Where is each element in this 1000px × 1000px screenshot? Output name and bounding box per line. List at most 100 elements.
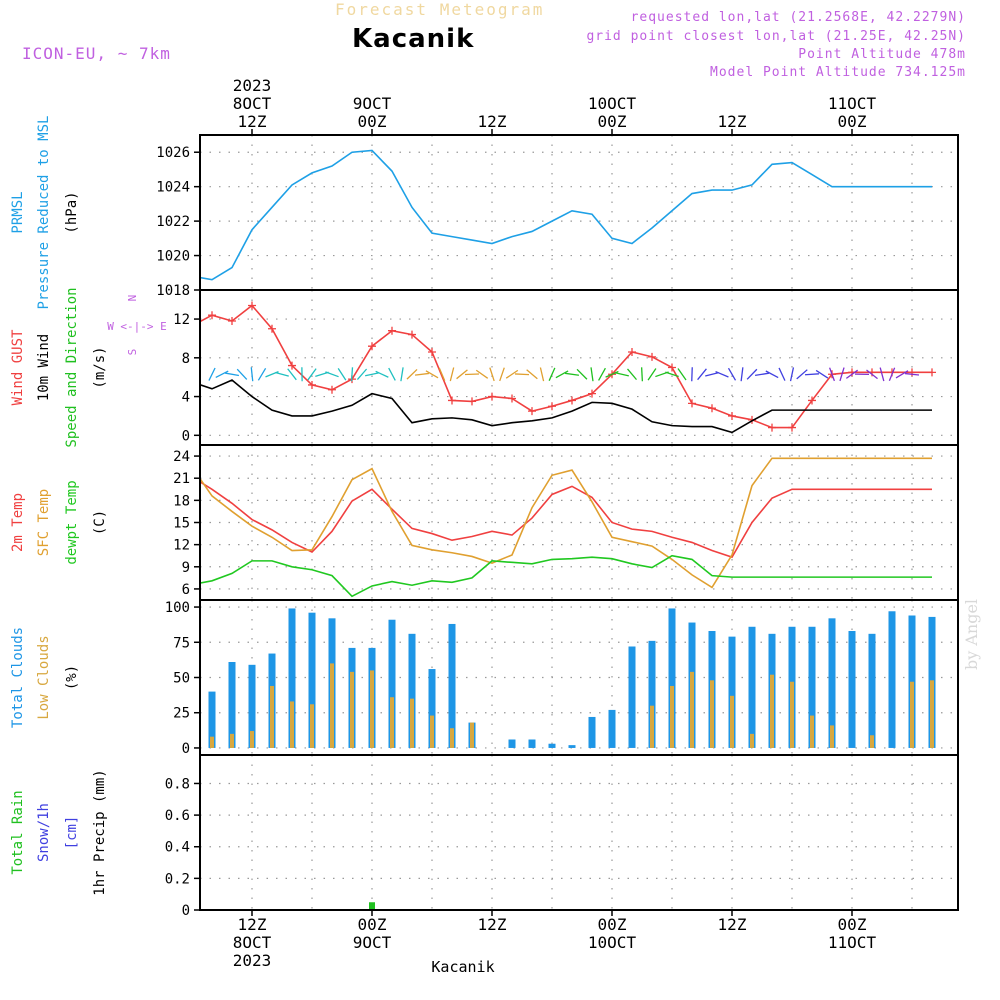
wind-arrow	[727, 367, 737, 381]
wind-direction-arrows	[208, 367, 920, 382]
wind-arrow	[839, 367, 845, 382]
wind-arrow	[365, 372, 379, 377]
wind-arrow	[866, 369, 878, 380]
gust-marker	[408, 330, 416, 339]
bottom-label: 12Z	[718, 915, 747, 934]
wind-arrow	[548, 367, 556, 381]
y-tick-label: 12	[173, 538, 190, 554]
y-tick-label: 4	[182, 390, 190, 406]
wind-arrow	[789, 367, 795, 382]
wind-arrow	[257, 367, 267, 381]
y-tick-label: 12	[173, 312, 190, 328]
total-cloud-bar	[208, 691, 216, 748]
low-cloud-bar	[390, 697, 394, 748]
wind-arrow	[224, 372, 240, 377]
gust-marker	[688, 399, 696, 408]
low-cloud-bar	[690, 671, 694, 748]
top-label: 12Z	[718, 112, 747, 131]
gust-marker	[928, 368, 936, 377]
wind-arrow	[250, 367, 254, 382]
wind-arrow	[715, 370, 729, 378]
panel-pressure: 1018 1020 1022 1024 1026 PRMSL Pressure Reduce…	[10, 116, 959, 310]
gust-marker	[768, 423, 776, 432]
chart-top-title: Forecast Meteogram	[335, 0, 545, 19]
low-cloud-bar	[450, 728, 454, 748]
wind-arrow	[539, 367, 545, 382]
wind-arrow	[677, 368, 687, 381]
y-tick-label: 1020	[156, 249, 190, 265]
wind-arrow	[598, 367, 606, 381]
gust-marker	[628, 348, 636, 356]
gust-marker	[368, 342, 376, 351]
low-cloud-bar	[190, 742, 194, 748]
wind-arrow	[564, 372, 580, 376]
bottom-label: 8OCT	[233, 933, 272, 952]
low-cloud-bar	[210, 736, 214, 748]
gust-marker	[548, 402, 556, 411]
gust-marker	[728, 411, 736, 420]
low-cloud-bar	[650, 705, 654, 748]
data-precip	[200, 902, 958, 910]
total-cloud-bar	[428, 669, 436, 748]
wind-arrow	[489, 367, 495, 382]
side-label: (m/s)	[92, 346, 108, 388]
gust-marker	[388, 326, 396, 335]
wind-arrow	[576, 368, 588, 380]
y-tick-label: 0	[182, 741, 190, 757]
wind-arrow	[647, 368, 657, 381]
wind-arrow	[888, 367, 896, 382]
gust-marker	[668, 363, 676, 372]
gust-marker	[448, 396, 456, 405]
top-label: 8OCT	[233, 94, 272, 113]
gust-marker	[428, 348, 436, 356]
low-cloud-bar	[430, 715, 434, 748]
wind-arrow	[287, 368, 297, 381]
y-tick-label: 1018	[156, 283, 190, 299]
wind-arrow	[765, 370, 779, 379]
series-10m-wind	[200, 379, 932, 434]
bottom-label: 11OCT	[828, 933, 877, 952]
total-cloud-bar	[608, 709, 616, 748]
low-cloud-bar	[250, 731, 254, 748]
low-cloud-bar	[370, 670, 374, 748]
top-label: 00Z	[358, 112, 387, 131]
y-tick-label: 0.4	[165, 840, 190, 856]
panel-precip: 0 0.2 0.4 0.6 0.8 Total Rain Snow/1h [cm] 1hr Pr…	[10, 754, 959, 919]
data-wind	[128, 301, 936, 434]
gust-marker	[148, 378, 156, 386]
total-cloud-bar	[588, 716, 596, 748]
panel-wind: 0 4 8 12 Wind GUST 10m Wind Speed and Directio…	[10, 287, 959, 448]
total-cloud-bar	[648, 640, 656, 748]
side-label: [cm]	[64, 816, 80, 850]
wind-arrow	[449, 367, 455, 382]
total-cloud-bar	[388, 619, 396, 748]
wind-arrow	[438, 367, 446, 381]
location-title: Kacanik	[352, 24, 475, 54]
total-cloud-bar	[828, 618, 836, 748]
bottom-label: 12Z	[238, 915, 267, 934]
compass-n: N	[126, 295, 139, 302]
total-cloud-bar	[228, 662, 236, 748]
total-cloud-bar	[628, 646, 636, 748]
y-tick-label: 21	[173, 471, 190, 487]
y-tick-label: 9	[182, 560, 190, 576]
wind-arrow	[526, 369, 538, 380]
side-label: Pressure Reduced to MSL	[36, 116, 52, 310]
series-dewpt-temp	[200, 554, 932, 598]
side-label: Snow/1h	[36, 803, 52, 862]
total-cloud-bar	[129, 694, 136, 748]
wind-arrow	[845, 369, 859, 379]
bottom-label: 00Z	[838, 915, 867, 934]
wind-arrow	[615, 372, 629, 377]
gust-marker	[128, 390, 136, 398]
wind-arrow	[879, 367, 885, 382]
low-cloud-bar	[330, 663, 334, 748]
panel-frame	[199, 754, 959, 911]
total-cloud-bar	[568, 745, 576, 748]
wind-arrow	[356, 368, 368, 380]
low-cloud-bar	[710, 680, 714, 748]
y-tick-label: 50	[173, 671, 190, 687]
side-label: 1hr Precip (mm)	[92, 769, 108, 895]
low-cloud-bar	[930, 680, 934, 748]
series-2m-temp	[200, 480, 932, 559]
